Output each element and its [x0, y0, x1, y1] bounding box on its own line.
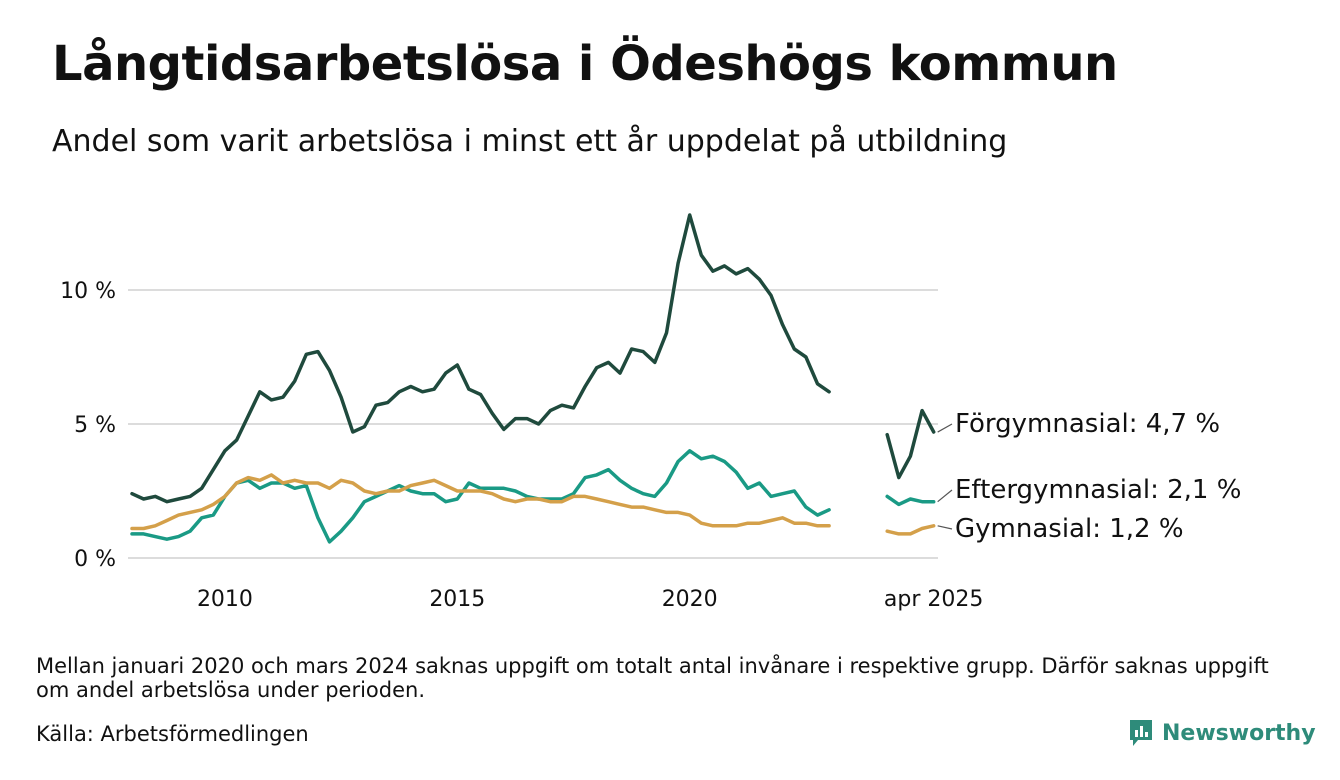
label-connector	[937, 489, 953, 503]
series-line-eftergymnasial-0	[130, 449, 831, 544]
x-axis: 2010 2015 2020 apr 2025	[197, 587, 983, 612]
series-line-eftergymnasial-1	[885, 494, 936, 507]
series-line-gymnasial-0	[130, 473, 831, 531]
series-line-förgymnasial-1	[885, 408, 936, 480]
brand-name: Newsworthy	[1162, 720, 1316, 746]
series-label-gymnasial: Gymnasial: 1,2 %	[955, 514, 1184, 544]
series-label-förgymnasial: Förgymnasial: 4,7 %	[955, 409, 1220, 439]
chart-subtitle: Andel som varit arbetslösa i minst ett å…	[52, 124, 1008, 159]
label-connector	[937, 525, 953, 530]
x-tick-label: apr 2025	[884, 587, 983, 612]
chart-title: Långtidsarbetslösa i Ödeshögs kommun	[52, 36, 1118, 92]
footnote: Mellan januari 2020 och mars 2024 saknas…	[36, 654, 1269, 702]
series-label-eftergymnasial: Eftergymnasial: 2,1 %	[955, 475, 1241, 505]
x-tick-label: 2015	[429, 587, 485, 612]
series-labels: Förgymnasial: 4,7 % Eftergymnasial: 2,1 %…	[937, 409, 1241, 544]
source-note: Källa: Arbetsförmedlingen	[36, 722, 309, 746]
series-line-förgymnasial-0	[130, 213, 831, 504]
x-tick-label: 2020	[662, 587, 718, 612]
y-tick-label: 10 %	[60, 279, 116, 304]
line-chart: 0 % 5 % 10 % 2010 2015 2020 apr 2025 Förgymna…	[60, 213, 1241, 612]
series-lines	[130, 213, 936, 544]
grid-lines	[128, 289, 938, 559]
label-connector	[937, 423, 953, 433]
y-tick-label: 0 %	[74, 547, 116, 572]
newsworthy-logo-icon	[1130, 720, 1152, 746]
series-line-gymnasial-1	[885, 524, 936, 536]
y-tick-label: 5 %	[74, 413, 116, 438]
x-tick-label: 2010	[197, 587, 253, 612]
brand-logo: Newsworthy	[1128, 716, 1316, 750]
y-axis: 0 % 5 % 10 %	[60, 279, 116, 572]
